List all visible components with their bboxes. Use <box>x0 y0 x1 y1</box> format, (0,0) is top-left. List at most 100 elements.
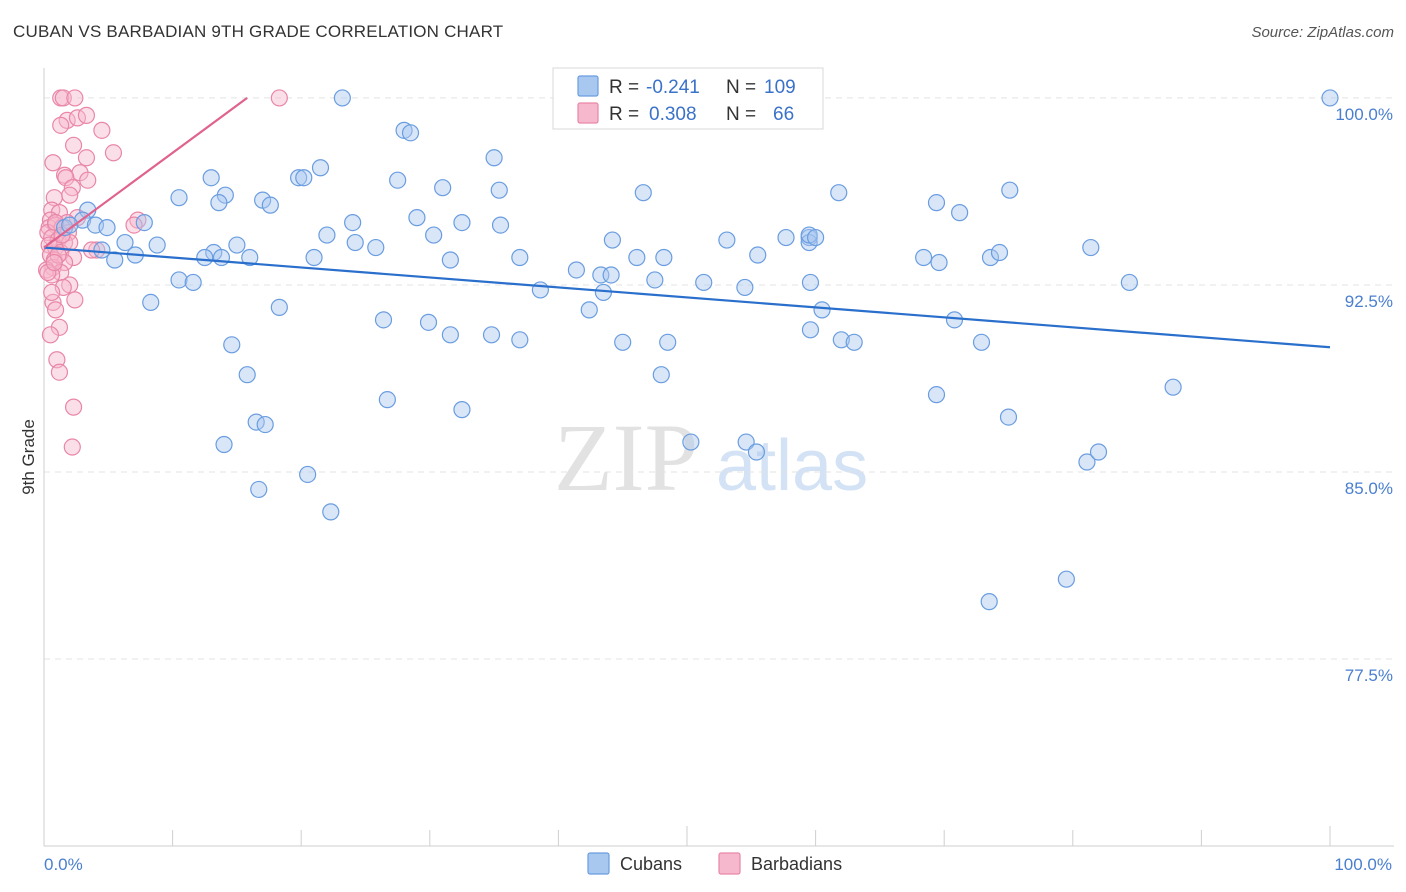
cubans-point <box>531 281 549 299</box>
cubans-point <box>652 366 670 384</box>
cubans-point <box>270 298 288 316</box>
x-tick-labels: 0.0% 100.0% <box>44 855 1392 874</box>
source-label: Source: ZipAtlas.com <box>1251 24 1394 41</box>
cubans-point <box>378 391 396 409</box>
cubans-point <box>215 435 233 454</box>
bottom-legend-label-cubans: Cubans <box>620 854 682 874</box>
cubans-point <box>311 159 330 177</box>
cubans-point <box>305 248 323 267</box>
y-axis-label: 9th Grade <box>19 419 38 495</box>
barbadians-point <box>63 438 81 456</box>
cubans-point <box>374 311 393 329</box>
cubans-point <box>93 241 111 259</box>
bottom-legend: Cubans Barbadians <box>587 852 842 875</box>
barbadians-point <box>43 283 61 302</box>
cubans-point <box>972 333 991 351</box>
cubans-point <box>491 216 510 234</box>
cubans-point <box>367 238 385 257</box>
cubans-point <box>408 209 426 227</box>
legend-box: R = -0.241 N = 109 R = 0.308 N = 66 <box>552 67 824 130</box>
barbadians-point <box>45 253 63 272</box>
barbadians-point <box>66 89 84 107</box>
legend-swatch-cubans <box>577 75 599 97</box>
cubans-point <box>250 480 268 499</box>
cubans-point <box>453 214 471 232</box>
cubans-point <box>453 401 471 419</box>
cubans-point <box>228 236 246 254</box>
cubans-point <box>915 248 933 267</box>
legend-r-label-barbadians: R = <box>609 104 639 125</box>
legend-n-value-barbadians: 66 <box>773 104 794 125</box>
axes <box>43 68 1394 847</box>
y-tick-label: 92.5% <box>1345 292 1393 311</box>
barbadians-point <box>125 216 143 234</box>
legend-r-label-cubans: R = <box>609 77 639 98</box>
cubans-point <box>981 248 1000 267</box>
cubans-point <box>951 204 969 222</box>
cubans-point <box>511 248 529 267</box>
y-tick-labels: 77.5% 85.0% 92.5% 100.0% <box>1335 105 1393 685</box>
barbadians-point <box>50 363 69 381</box>
barbadians-point <box>64 136 83 154</box>
cubans-point <box>718 231 736 249</box>
cubans-point <box>806 228 825 247</box>
cubans-point <box>142 293 160 311</box>
cubans-point <box>659 333 677 351</box>
legend-r-value-barbadians: 0.308 <box>649 104 697 125</box>
legend-n-label-cubans: N = <box>726 77 756 98</box>
x-tick-label-min: 0.0% <box>44 855 83 874</box>
cubans-point <box>98 218 116 237</box>
cubans-point <box>1164 378 1182 396</box>
cubans-point <box>223 336 241 354</box>
cubans-trend-line <box>43 246 1331 349</box>
cubans-point <box>116 233 134 252</box>
cubans-point <box>801 321 820 339</box>
cubans-point <box>434 179 452 197</box>
cubans-points <box>55 89 1339 611</box>
cubans-point <box>930 253 948 272</box>
barbadians-point <box>41 326 60 344</box>
barbadians-point <box>77 149 96 167</box>
cubans-point <box>749 246 767 264</box>
cubans-point <box>682 433 700 451</box>
cubans-point <box>602 266 620 284</box>
cubans-point <box>212 248 231 267</box>
cubans-point <box>419 313 438 331</box>
cubans-point <box>485 149 503 167</box>
cubans-point <box>646 271 664 289</box>
cubans-point <box>980 593 998 611</box>
cubans-point <box>567 261 586 279</box>
cubans-point <box>318 226 336 244</box>
cubans-point <box>344 214 362 232</box>
cubans-point <box>322 503 340 521</box>
legend-r-value-cubans: -0.241 <box>646 77 700 98</box>
cubans-point <box>290 169 308 187</box>
cubans-point <box>832 331 850 349</box>
barbadians-point <box>77 106 96 124</box>
cubans-point <box>945 311 964 329</box>
cubans-point <box>1321 89 1339 107</box>
cubans-point <box>990 243 1009 262</box>
cubans-point <box>999 408 1018 426</box>
x-tick-label-max: 100.0% <box>1334 855 1392 874</box>
barbadians-point <box>52 116 70 134</box>
y-tick-label: 85.0% <box>1345 479 1393 498</box>
cubans-point <box>695 273 713 292</box>
cubans-point <box>256 415 274 434</box>
cubans-point <box>747 443 766 461</box>
barbadians-trend-line <box>43 97 248 249</box>
barbadians-point <box>79 171 97 189</box>
cubans-point <box>603 231 622 249</box>
cubans-point <box>614 333 632 351</box>
y-tick-label: 100.0% <box>1335 105 1393 124</box>
barbadians-point <box>39 263 57 282</box>
cubans-point <box>830 184 848 202</box>
cubans-point <box>441 251 459 269</box>
cubans-point <box>261 196 279 214</box>
barbadians-point <box>57 169 75 187</box>
cubans-point <box>389 171 407 189</box>
legend-n-value-cubans: 109 <box>764 77 796 98</box>
cubans-point <box>813 301 831 319</box>
cubans-point <box>927 386 946 404</box>
